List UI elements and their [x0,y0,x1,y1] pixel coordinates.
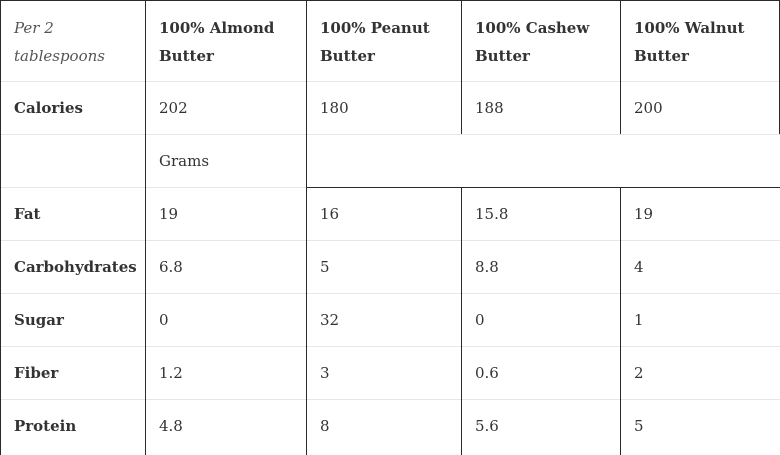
table-cell: 32 [320,311,340,329]
table-cell: 2 [634,364,644,382]
row-label-calories: Calories [14,99,83,117]
divider [0,293,780,294]
table-cell: 0 [159,311,169,329]
table-cell: 200 [634,99,663,117]
table-cell: 188 [475,99,504,117]
table-left-border [0,0,1,455]
divider [0,187,306,188]
table-cell: 19 [159,205,179,223]
table-cell: 4 [634,258,644,276]
row-label-sugar: Sugar [14,311,64,329]
table-cell: 1.2 [159,364,183,382]
table-cell: 180 [320,99,349,117]
table-cell: 5.6 [475,417,499,435]
divider [0,346,780,347]
column-header-peanut: 100% Peanut Butter [320,19,430,65]
table-cell: 0 [475,311,485,329]
table-cell: 202 [159,99,188,117]
table-cell: 5 [320,258,330,276]
row-label-unit [1,135,145,187]
column-divider [620,0,621,134]
row-label-carbohydrates: Carbohydrates [14,258,137,276]
table-cell: 5 [634,417,644,435]
divider [0,399,780,400]
unit-label: Grams [159,152,210,170]
table-cell: 4.8 [159,417,183,435]
column-divider [620,187,621,455]
table-cell: 0.6 [475,364,499,382]
table-cell: 8.8 [475,258,499,276]
table-cell: 19 [634,205,654,223]
table-cell: 3 [320,364,330,382]
row-label-fiber: Fiber [14,364,59,382]
column-divider [461,0,462,134]
table-cell: 6.8 [159,258,183,276]
column-header-cashew: 100% Cashew Butter [475,19,590,65]
column-divider [306,0,307,455]
table-cell: 16 [320,205,340,223]
divider [0,134,780,135]
column-header-almond: 100% Almond Butter [159,19,275,65]
table-top-border [0,0,780,1]
divider [306,187,780,188]
table-cell: 8 [320,417,330,435]
column-divider [461,187,462,455]
divider [0,81,780,82]
table-cell: 1 [634,311,644,329]
divider [0,240,780,241]
corner-header-cell: Per 2 tablespoons [14,19,105,65]
table-cell: 15.8 [475,205,509,223]
column-divider [145,0,146,455]
row-label-protein: Protein [14,417,77,435]
column-header-walnut: 100% Walnut Butter [634,19,745,65]
row-label-fat: Fat [14,205,41,223]
